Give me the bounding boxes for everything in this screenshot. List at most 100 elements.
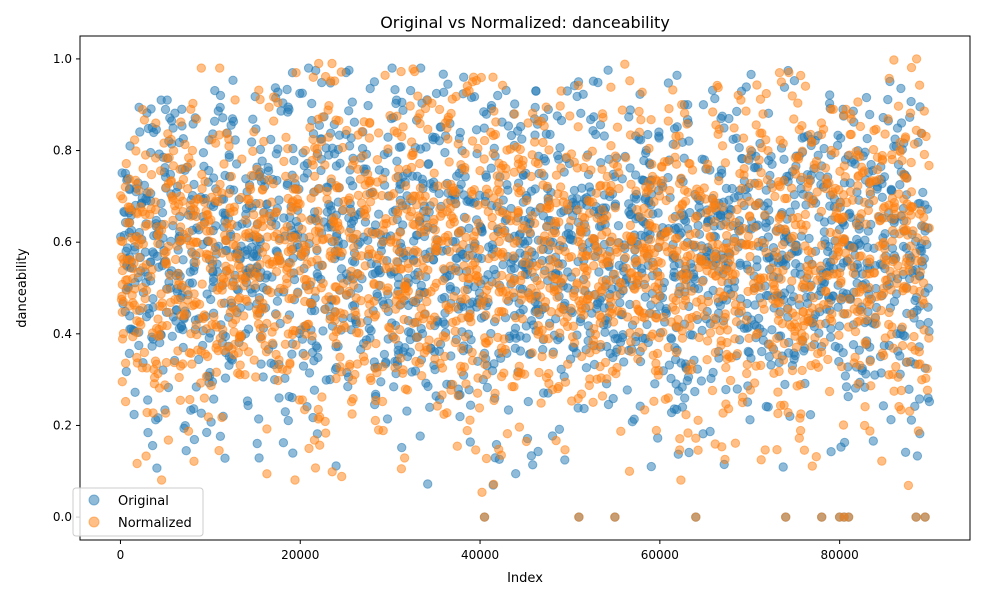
data-point <box>889 55 899 65</box>
data-point <box>313 352 323 363</box>
data-point <box>370 220 381 230</box>
y-axis-label: danceability <box>15 248 30 328</box>
data-point <box>189 289 199 299</box>
data-point <box>910 274 920 285</box>
data-point <box>415 227 426 238</box>
data-point <box>550 285 560 295</box>
data-point <box>159 248 170 258</box>
data-point <box>230 315 241 325</box>
data-point <box>475 166 485 176</box>
data-point-zero <box>610 512 620 522</box>
data-point <box>197 184 207 194</box>
data-point <box>509 109 520 119</box>
data-point <box>865 109 875 120</box>
data-point <box>340 323 350 333</box>
data-point <box>807 461 817 471</box>
data-point <box>172 241 182 251</box>
data-point <box>542 181 553 192</box>
data-point <box>153 238 163 249</box>
data-point <box>134 340 144 351</box>
data-point <box>714 176 724 186</box>
data-point <box>821 178 832 189</box>
data-point <box>767 159 777 170</box>
data-point <box>717 254 727 264</box>
data-point <box>756 455 766 465</box>
data-point <box>278 438 289 448</box>
data-point <box>408 64 418 74</box>
data-point <box>656 258 666 268</box>
data-point <box>463 273 473 283</box>
data-point <box>746 178 756 189</box>
data-point <box>446 108 456 119</box>
data-point <box>162 95 172 105</box>
data-point <box>568 321 579 331</box>
data-point <box>919 106 929 116</box>
data-point <box>595 181 605 191</box>
data-point <box>891 361 901 372</box>
data-point <box>392 111 402 121</box>
data-point <box>532 307 543 318</box>
x-axis-label: Index <box>507 571 543 586</box>
data-point <box>355 270 365 281</box>
data-point <box>550 218 560 229</box>
data-point <box>793 154 804 164</box>
data-point <box>152 463 162 473</box>
data-point <box>130 284 140 294</box>
data-point <box>720 454 730 465</box>
data-point <box>196 346 206 356</box>
data-point <box>369 279 379 290</box>
data-point <box>798 321 808 331</box>
data-point <box>143 427 153 438</box>
data-point <box>409 296 420 306</box>
data-point <box>437 390 447 400</box>
data-point <box>757 143 767 153</box>
data-point <box>213 106 224 116</box>
data-point <box>775 400 786 411</box>
data-point <box>571 267 581 277</box>
data-point <box>724 195 734 205</box>
data-point <box>577 183 587 193</box>
data-point <box>188 98 198 109</box>
data-point <box>155 166 166 176</box>
data-point <box>572 163 582 173</box>
data-point <box>886 185 896 196</box>
data-point <box>363 294 374 304</box>
data-point <box>403 246 413 257</box>
data-point <box>279 213 289 223</box>
data-point <box>840 172 850 182</box>
data-point <box>488 479 499 489</box>
data-point <box>641 283 651 293</box>
data-point <box>117 236 128 247</box>
data-point <box>432 401 442 411</box>
chart-title: Original vs Normalized: danceability <box>380 13 670 32</box>
x-tick-label: 40000 <box>461 548 499 562</box>
data-point <box>618 284 628 294</box>
data-point <box>297 395 308 405</box>
data-point <box>744 333 754 343</box>
data-point <box>283 415 293 426</box>
data-point <box>252 438 262 449</box>
data-point <box>235 369 245 380</box>
data-point <box>423 124 433 135</box>
data-point <box>175 164 185 175</box>
data-point <box>313 404 323 415</box>
data-point <box>465 437 475 447</box>
data-point <box>753 313 764 324</box>
data-point <box>400 384 411 394</box>
data-point <box>209 394 219 404</box>
data-point <box>502 210 512 220</box>
data-point <box>406 137 417 147</box>
data-point <box>649 248 659 258</box>
data-point <box>602 374 612 384</box>
data-point <box>372 155 383 165</box>
data-point <box>625 76 635 86</box>
data-point <box>682 119 692 129</box>
data-point <box>535 203 546 213</box>
data-point <box>308 72 318 83</box>
data-point <box>268 179 279 189</box>
data-point <box>282 84 292 95</box>
data-point <box>473 143 483 154</box>
data-point <box>342 125 352 136</box>
data-point <box>819 337 829 348</box>
data-point <box>610 269 620 279</box>
